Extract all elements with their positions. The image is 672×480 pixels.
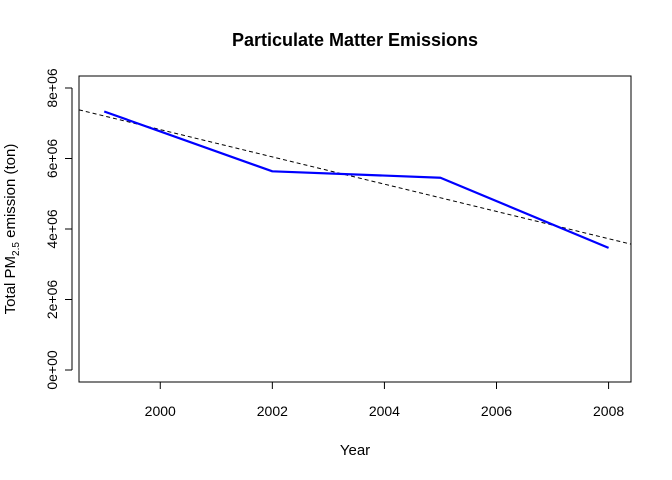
trend-line	[78, 109, 632, 245]
plot-layer	[78, 109, 632, 249]
y-tick-label: 4e+06	[44, 209, 60, 249]
x-axis: 2000 2002 2004 2006 2008	[145, 381, 624, 419]
x-tick-label: 2004	[369, 403, 400, 419]
chart-title: Particulate Matter Emissions	[232, 30, 478, 50]
x-tick-label: 2002	[257, 403, 288, 419]
x-axis-label: Year	[340, 442, 370, 459]
y-axis-label: Total PM2.5 emission (ton)	[2, 144, 22, 315]
y-tick-label: 2e+06	[44, 280, 60, 320]
y-tick-label: 8e+06	[44, 68, 60, 108]
y-tick-label: 6e+06	[44, 139, 60, 179]
y-axis: 0e+00 2e+06 4e+06 6e+06 8e+06	[44, 68, 73, 390]
y-axis-label-prefix: Total PM	[2, 256, 19, 314]
x-tick-label: 2000	[145, 403, 176, 419]
x-tick-label: 2008	[593, 403, 624, 419]
series-line	[103, 110, 610, 249]
plot-frame	[78, 75, 632, 383]
y-tick-label: 0e+00	[44, 350, 60, 390]
x-tick-label: 2006	[481, 403, 512, 419]
y-axis-label-suffix: emission (ton)	[2, 144, 19, 242]
y-axis-label-subscript: 2.5	[11, 242, 22, 256]
